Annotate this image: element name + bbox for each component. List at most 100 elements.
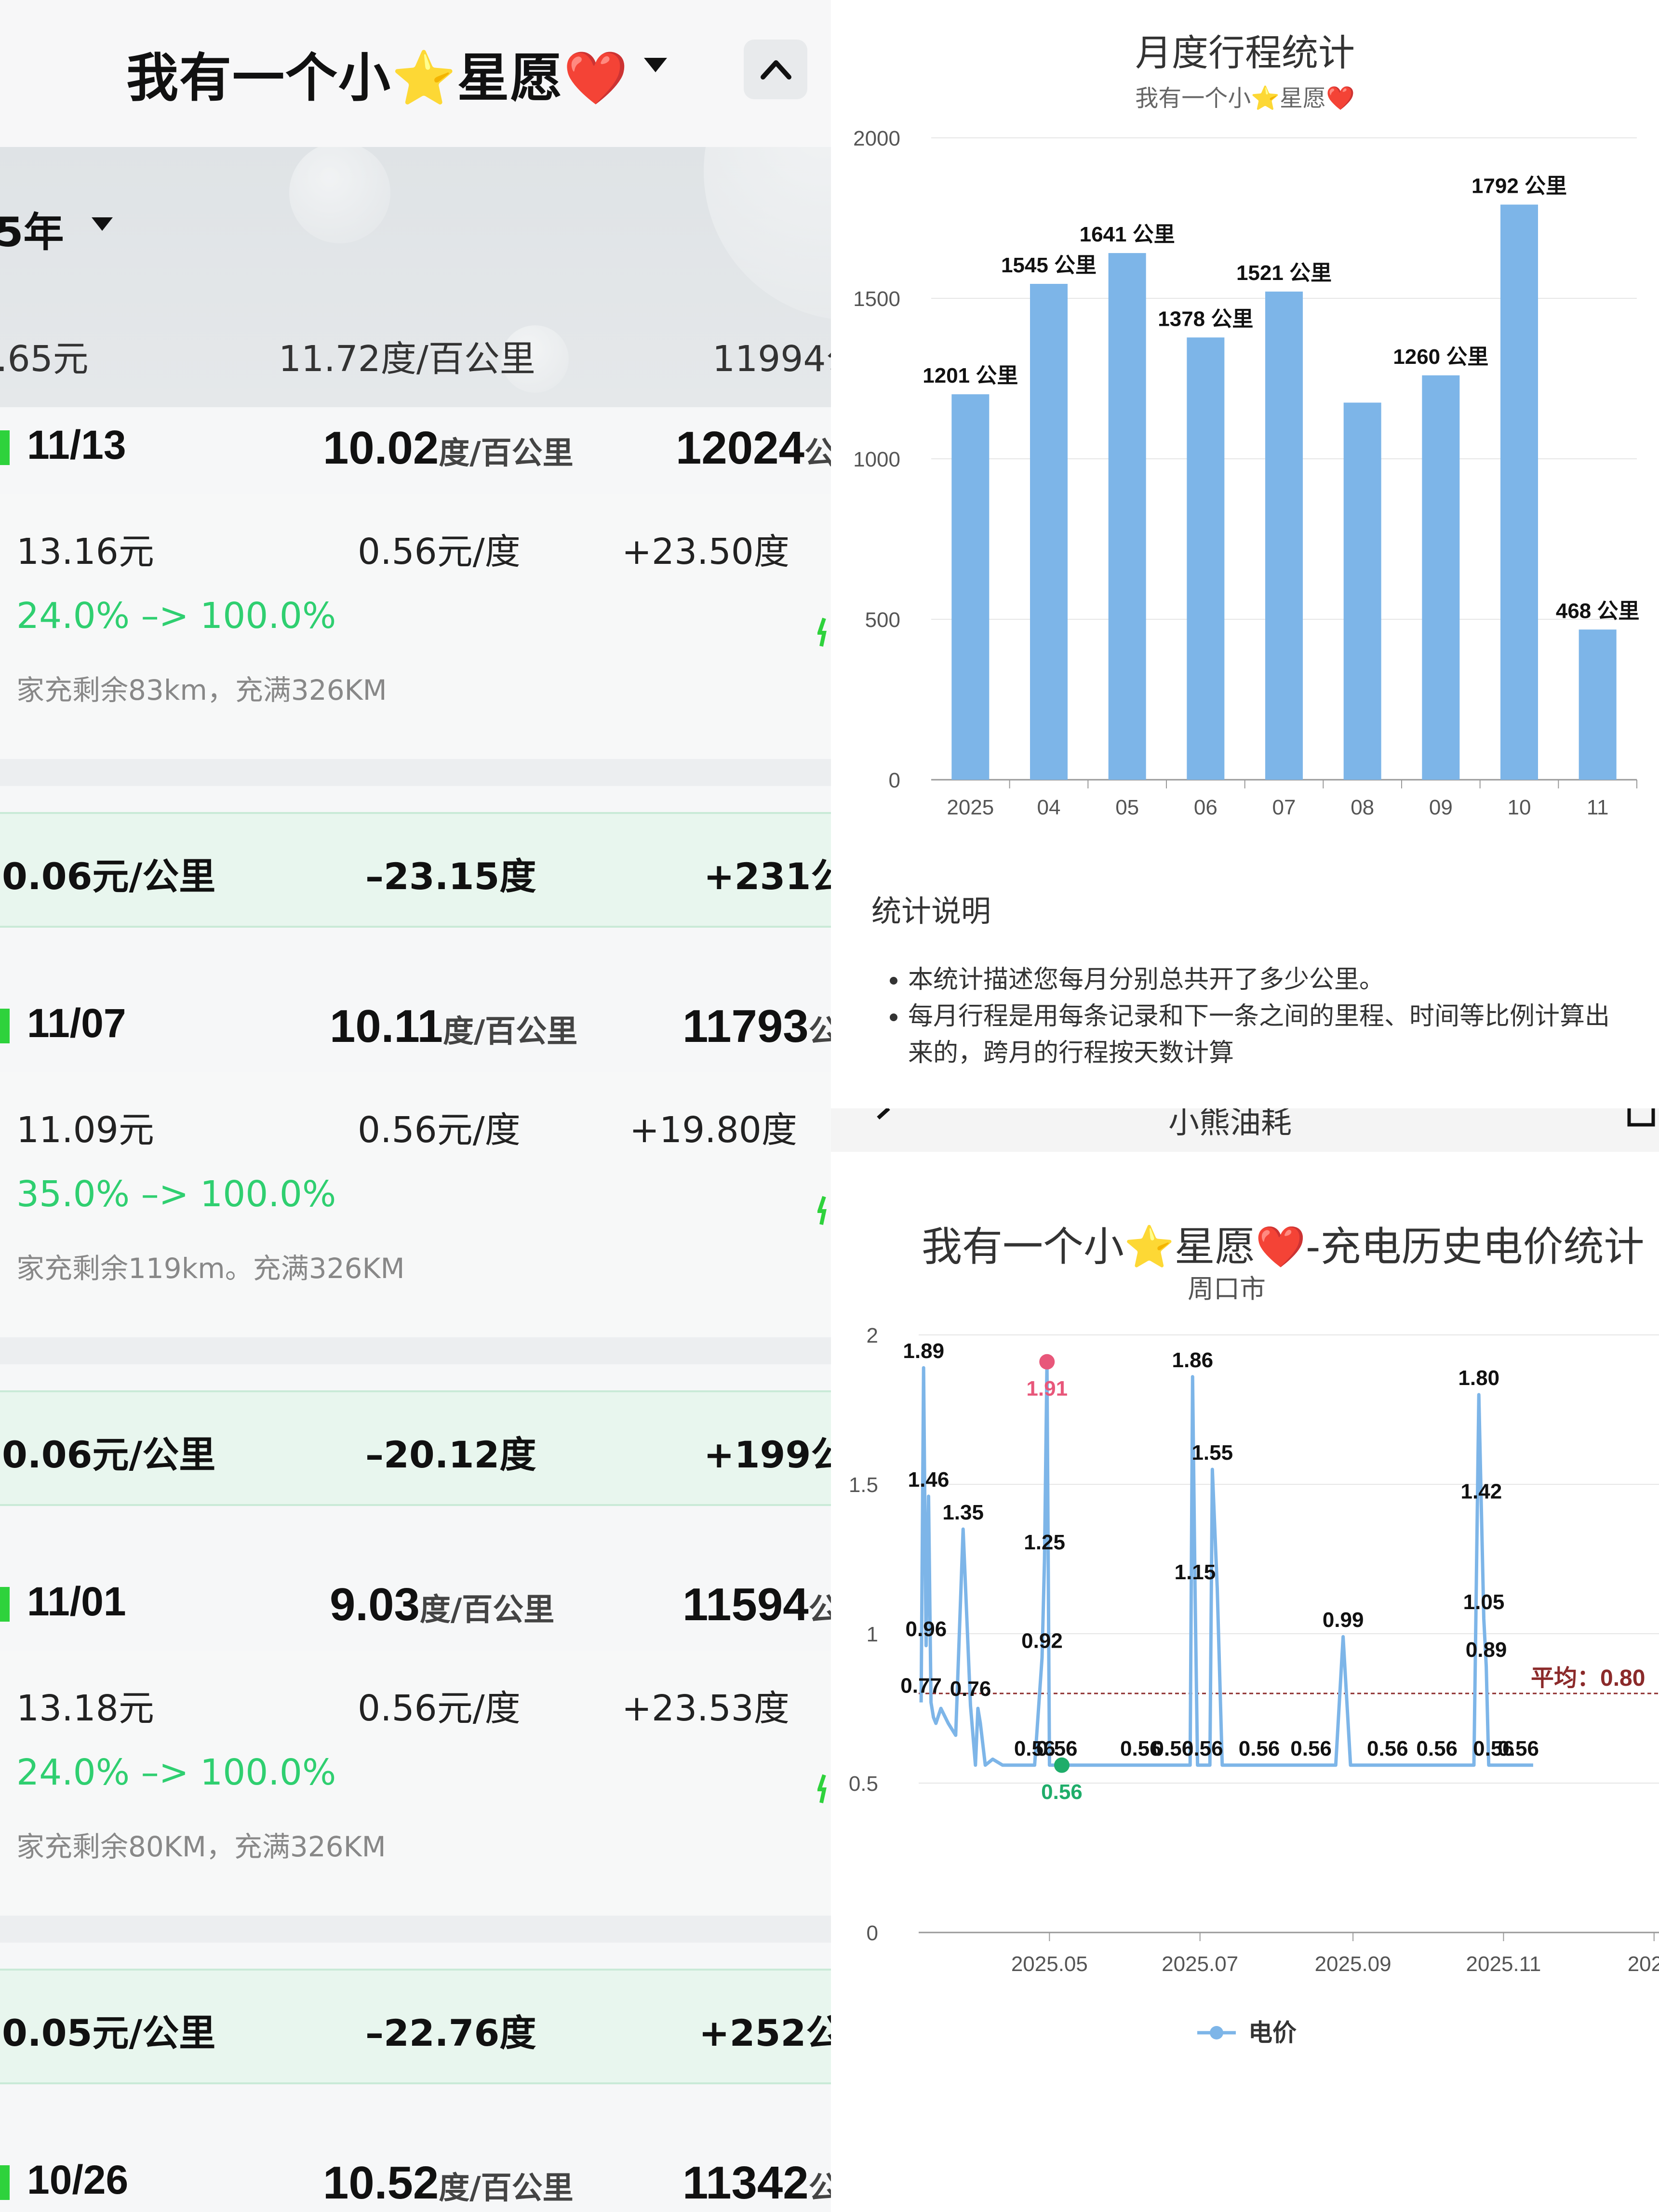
summary-cost: .65元: [0, 338, 89, 380]
bar: [1265, 292, 1303, 780]
y-tick-label: 0.5: [849, 1772, 878, 1796]
point-data-label: 0.56: [1290, 1737, 1332, 1760]
segment-distance: +231公: [704, 855, 831, 898]
line-chart-title: 我有一个小⭐星愿❤️-充电历史电价统计: [922, 1223, 1645, 1270]
top-bar: 我有一个小⭐星愿❤️: [0, 0, 831, 147]
record-date: 11/07: [27, 1000, 126, 1046]
record-header[interactable]: 11/13 10.02度/百公里 12024公里: [0, 407, 831, 494]
segment-distance: +199公: [704, 1433, 831, 1476]
record-odometer: 11793公里: [682, 1000, 831, 1052]
monthly-mileage-chart: 0 500 1000 1500 2000 2025 1201 公里 04 1545 公里 05 16…: [853, 127, 1640, 819]
x-tick-label: 2025.05: [1011, 1952, 1088, 1976]
point-data-label: 1.46: [908, 1468, 950, 1492]
trip-segment[interactable]: 0.06元/公里 –20.12度 +199公: [0, 1390, 831, 1506]
trip-segment[interactable]: 0.05元/公里 –22.76度 +252公: [0, 1969, 831, 2084]
trip-segment[interactable]: 0.06元/公里 –23.15度 +231公: [0, 812, 831, 928]
segment-cost-per-km: 0.06元/公里: [2, 1433, 216, 1476]
record-energy: +23.53度: [622, 1688, 789, 1729]
legend-label: 电价: [1248, 2019, 1297, 2046]
record-marker: [0, 1009, 10, 1043]
x-tick-label: 2025.11: [1466, 1952, 1541, 1976]
record-card[interactable]: 13.16元 0.56元/度 +23.50度 24.0% –> 100.0% 家…: [0, 494, 831, 759]
car-name-title[interactable]: 我有一个小⭐星愿❤️: [126, 48, 629, 108]
car-dropdown-icon[interactable]: [644, 58, 667, 72]
x-tick-label: 04: [1037, 796, 1061, 819]
year-select[interactable]: 5年: [0, 209, 64, 256]
point-data-label: 0.76: [950, 1677, 991, 1701]
record-date: 11/13: [27, 422, 126, 467]
point-data-label: 1.35: [942, 1501, 984, 1524]
point-data-label: 0.56: [1120, 1737, 1162, 1760]
point-data-label: 0.56: [1416, 1737, 1458, 1760]
record-energy: +19.80度: [629, 1109, 797, 1151]
x-tick-label: 2025.07: [1162, 1952, 1238, 1976]
point-data-label: 1.80: [1458, 1366, 1499, 1390]
record-efficiency: 9.03度/百公里: [330, 1579, 555, 1630]
segment-distance: +252公: [699, 2012, 831, 2054]
record-energy: +23.50度: [622, 531, 789, 573]
y-tick-label: 1: [867, 1623, 878, 1646]
charging-plug-icon: [817, 617, 827, 647]
bar-data-label: 1641 公里: [1080, 223, 1175, 246]
record-unit-price: 0.56元/度: [358, 1109, 521, 1151]
segment-energy-delta: –23.15度: [365, 855, 536, 898]
record-soc: 24.0% –> 100.0%: [16, 1752, 336, 1793]
record-card[interactable]: 11.09元 0.56元/度 +19.80度 35.0% –> 100.0% 家…: [0, 1072, 831, 1337]
point-data-label: 0.99: [1323, 1608, 1364, 1632]
record-header[interactable]: 11/07 10.11度/百公里 11793公里: [0, 986, 831, 1072]
charging-plug-icon: [817, 1774, 827, 1803]
share-icon[interactable]: [1626, 1108, 1655, 1137]
x-tick-label: 07: [1272, 796, 1296, 819]
record-odometer: 11342公里: [682, 2157, 831, 2209]
year-dropdown-icon[interactable]: [92, 217, 113, 231]
bar: [1500, 204, 1538, 780]
min-point-label: 0.56: [1041, 1780, 1083, 1804]
notes-heading: 统计说明: [871, 893, 991, 929]
point-data-label: 0.96: [906, 1617, 947, 1641]
note-item: 每月行程是用每条记录和下一条之间的里程、时间等比例计算出来的，跨月的行程按天数计…: [908, 998, 1631, 1071]
segment-energy-delta: –22.76度: [365, 2012, 536, 2054]
y-tick-label: 1000: [853, 448, 900, 471]
bar: [1187, 337, 1225, 780]
panel-header: 小熊油耗: [831, 1108, 1659, 1152]
bar: [1579, 629, 1617, 780]
x-tick-label: 11: [1587, 796, 1609, 819]
y-tick-label: 500: [865, 608, 900, 632]
record-efficiency: 10.11度/百公里: [330, 1000, 578, 1052]
bar-chart-title: 月度行程统计: [1135, 31, 1355, 74]
x-tick-label: 09: [1429, 796, 1453, 819]
collapse-button[interactable]: [744, 40, 807, 99]
record-card[interactable]: 13.18元 0.56元/度 +23.53度 24.0% –> 100.0% 家…: [0, 1651, 831, 1916]
record-cost: 13.16元: [16, 531, 154, 573]
record-header[interactable]: 11/01 9.03度/百公里 11594公里: [0, 1564, 831, 1651]
point-data-label: 0.92: [1021, 1629, 1063, 1653]
point-data-label: 0.77: [900, 1674, 942, 1698]
header-title: 小熊油耗: [1168, 1108, 1292, 1141]
point-data-label: 0.56: [1152, 1737, 1194, 1760]
back-arrow-icon[interactable]: [870, 1108, 898, 1137]
record-marker: [0, 2165, 10, 2200]
point-data-label: 1.42: [1461, 1480, 1502, 1504]
record-marker: [0, 430, 10, 465]
y-tick-label: 0: [867, 1921, 878, 1945]
record-marker: [0, 1587, 10, 1622]
summary-mileage: 11994公: [712, 338, 831, 380]
notes-list: 本统计描述您每月分别总共开了多少公里。 每月行程是用每条记录和下一条之间的里程、…: [908, 961, 1631, 1071]
line-chart-subtitle: 周口市: [1188, 1274, 1266, 1304]
record-efficiency: 10.52度/百公里: [323, 2157, 574, 2209]
record-efficiency: 10.02度/百公里: [323, 422, 574, 474]
point-data-label: 0.56: [1473, 1737, 1514, 1760]
y-tick-label: 2000: [853, 127, 900, 150]
x-tick-label: 2025.09: [1315, 1952, 1391, 1976]
record-note: 家充剩余80KM，充满326KM: [16, 1830, 386, 1863]
charging-records-panel: 我有一个小⭐星愿❤️ 5年 .65元 11.72度/百公里 11994公 11/…: [0, 0, 831, 2212]
record-unit-price: 0.56元/度: [358, 1688, 521, 1729]
y-tick-label: 1500: [853, 287, 900, 311]
y-tick-label: 0: [889, 769, 900, 792]
point-data-label: 0.56: [1498, 1737, 1539, 1760]
bar-data-label: 468 公里: [1556, 599, 1640, 623]
point-data-label: 1.89: [903, 1339, 944, 1363]
record-cost: 11.09元: [16, 1109, 154, 1151]
min-point-marker: [1054, 1757, 1070, 1773]
record-header[interactable]: 10/26 10.52度/百公里 11342公里: [0, 2142, 831, 2212]
